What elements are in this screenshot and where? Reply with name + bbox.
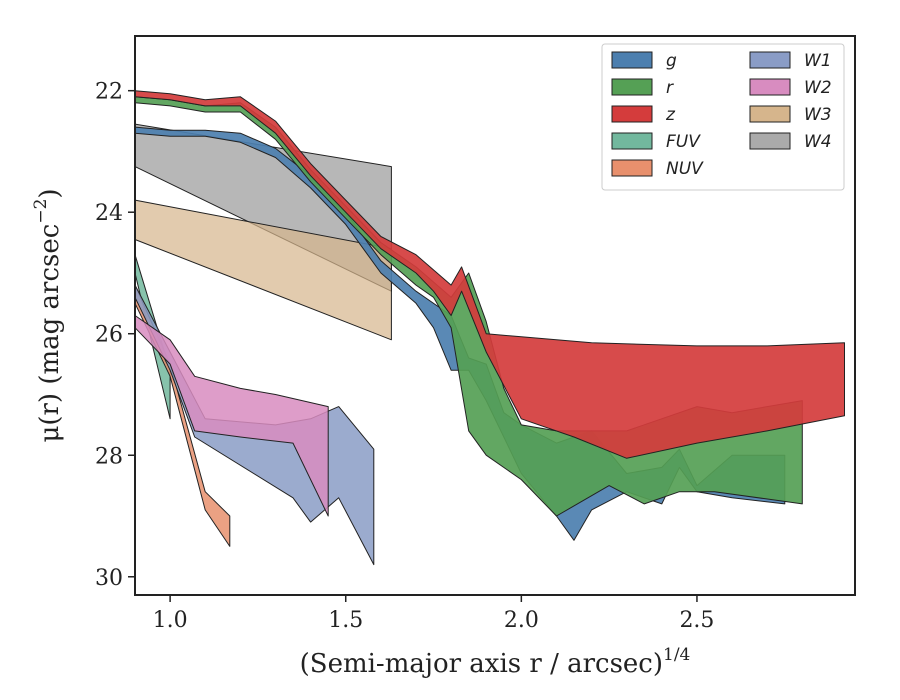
legend-swatch-fuv bbox=[611, 132, 653, 150]
y-axis-label-close: ) bbox=[35, 188, 65, 198]
x-axis-label: (Semi-major axis r / arcsec)1/4 bbox=[300, 645, 691, 679]
x-tick-label: 2.5 bbox=[679, 608, 714, 633]
x-tick-label: 1.0 bbox=[153, 608, 188, 633]
y-axis-ticks: 22 24 26 28 30 bbox=[95, 80, 135, 591]
legend-label-z: z bbox=[665, 105, 676, 125]
area-band-z bbox=[134, 90, 845, 459]
x-axis-label-power: 1/4 bbox=[663, 645, 690, 665]
y-axis-label-power: −2 bbox=[31, 199, 51, 224]
legend-label-w3: W3 bbox=[804, 105, 832, 125]
legend-label-w1: W1 bbox=[804, 51, 832, 71]
area-band-w2 bbox=[134, 315, 329, 517]
legend-swatch-w3 bbox=[749, 105, 791, 123]
legend-label-w2: W2 bbox=[804, 78, 832, 98]
x-tick-label: 2.0 bbox=[504, 608, 539, 633]
y-tick-label: 22 bbox=[95, 80, 123, 105]
y-tick-label: 28 bbox=[95, 444, 123, 469]
legend-label-nuv: NUV bbox=[666, 159, 704, 179]
legend-swatch-w1 bbox=[749, 51, 791, 69]
y-tick-label: 30 bbox=[95, 566, 123, 591]
plot-frame bbox=[134, 35, 856, 596]
y-tick-label: 26 bbox=[95, 323, 123, 348]
legend-swatch-w2 bbox=[749, 78, 791, 96]
x-tick-label: 1.5 bbox=[328, 608, 363, 633]
legend: grz FUV NUV W1 W2 W3 W4 bbox=[601, 43, 845, 191]
legend-swatch-z bbox=[611, 105, 653, 123]
legend-label-w4: W4 bbox=[804, 132, 832, 152]
legend-swatch-w4 bbox=[749, 132, 791, 150]
legend-label-g: g bbox=[666, 51, 677, 71]
x-axis-ticks: 1.0 1.5 2.0 2.5 bbox=[153, 595, 714, 633]
plot-areas bbox=[134, 90, 845, 566]
legend-label-fuv: FUV bbox=[666, 132, 701, 152]
x-axis-label-text: (Semi-major axis r / arcsec) bbox=[300, 649, 663, 679]
legend-swatch-nuv bbox=[611, 159, 653, 177]
legend-swatch-r bbox=[611, 78, 653, 96]
y-axis-label: μ(r) (mag arcsec−2) bbox=[31, 188, 65, 442]
legend-label-r: r bbox=[666, 78, 674, 98]
area-band-g bbox=[134, 126, 786, 541]
y-axis-label-text: μ(r) (mag arcsec bbox=[35, 224, 65, 443]
legend-swatch-g bbox=[611, 51, 653, 69]
y-tick-label: 24 bbox=[95, 201, 123, 226]
